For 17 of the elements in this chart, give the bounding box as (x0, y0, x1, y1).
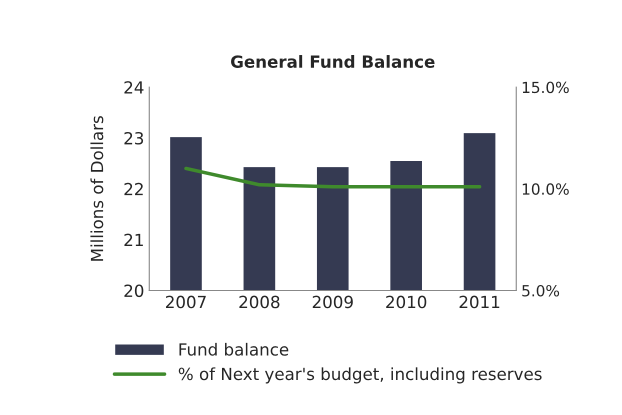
x-tick-label: 2009 (312, 296, 353, 308)
y-axis-title: Millions of Dollars (90, 116, 104, 261)
y2-tick-label: 15.0% (522, 82, 569, 94)
y2-tick-label: 10.0% (522, 183, 569, 195)
y-tick-label: 22 (124, 182, 143, 196)
y-tick-label: 23 (124, 132, 144, 145)
x-tick-label: 2007 (166, 296, 206, 308)
x-tick-label: 2008 (239, 296, 280, 308)
legend-label: % of Next year's budget, including reserves (178, 367, 542, 384)
chart-title: General Fund Balance (231, 55, 435, 68)
y-tick-label: 20 (124, 284, 144, 298)
y2-tick-label: 5.0% (522, 284, 560, 297)
legend-label: Fund balance (179, 342, 288, 356)
x-tick-label: 2010 (386, 296, 426, 308)
y-tick-label: 21 (124, 234, 143, 246)
x-tick-label: 2011 (460, 296, 500, 308)
y-tick-label: 24 (124, 81, 144, 94)
